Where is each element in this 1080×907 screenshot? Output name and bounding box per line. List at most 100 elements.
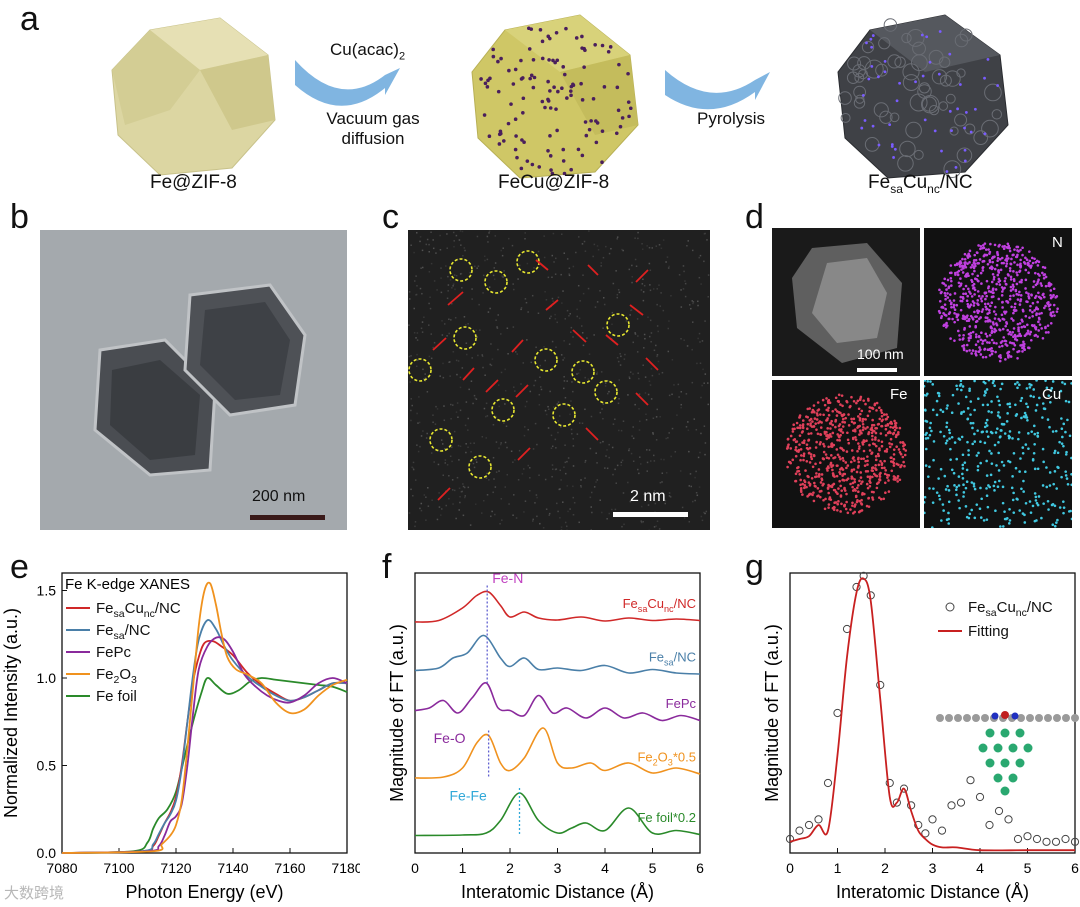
eds-signal <box>878 496 881 499</box>
eds-signal <box>961 297 965 300</box>
eds-signal <box>823 430 827 434</box>
eds-signal <box>871 438 874 441</box>
eds-signal <box>1027 292 1030 296</box>
eds-signal <box>1001 301 1004 304</box>
noise-pixel <box>621 459 624 462</box>
noise-pixel <box>638 393 641 395</box>
eds-signal <box>1029 304 1032 308</box>
eds-signal <box>845 399 848 403</box>
eds-signal <box>948 299 952 302</box>
dopant-dot <box>497 142 502 146</box>
noise-pixel <box>442 362 444 365</box>
dopant-dot <box>485 85 490 89</box>
eds-signal <box>994 509 997 513</box>
eds-signal <box>1000 429 1003 432</box>
eds-signal <box>968 387 971 391</box>
eds-signal <box>1016 273 1019 277</box>
eds-signal <box>857 447 861 450</box>
noise-pixel <box>431 499 433 501</box>
noise-pixel <box>512 283 514 285</box>
noise-pixel <box>668 394 671 397</box>
data-point <box>966 776 975 785</box>
noise-pixel <box>638 472 640 475</box>
eds-signal <box>1061 435 1064 439</box>
eds-signal <box>967 274 970 278</box>
eds-signal <box>979 516 983 519</box>
noise-pixel <box>641 243 643 245</box>
eds-signal <box>953 339 956 342</box>
carbon-atom <box>972 714 980 722</box>
noise-pixel <box>455 234 458 237</box>
eds-signal <box>963 461 967 464</box>
noise-pixel <box>690 307 692 310</box>
eds-signal <box>969 303 973 307</box>
eds-signal <box>818 472 821 476</box>
noise-pixel <box>465 443 467 445</box>
eds-signal <box>1002 464 1006 467</box>
noise-pixel <box>663 458 665 461</box>
eds-signal <box>1062 506 1066 510</box>
noise-pixel <box>440 277 442 279</box>
noise-pixel <box>703 425 706 427</box>
eds-signal <box>812 404 816 407</box>
eds-signal <box>836 502 840 506</box>
eds-signal <box>893 419 896 423</box>
eds-signal <box>967 253 971 257</box>
eds-signal <box>798 426 802 430</box>
carbon-cell <box>981 119 999 138</box>
eds-signal <box>962 495 965 498</box>
eds-signal <box>1033 326 1037 329</box>
eds-signal <box>955 262 959 266</box>
single-atom-marker <box>408 358 432 382</box>
eds-signal <box>807 481 811 484</box>
noise-pixel <box>705 510 708 513</box>
eds-signal <box>799 478 802 482</box>
noise-pixel <box>514 351 517 353</box>
noise-pixel <box>409 381 411 383</box>
eds-signal <box>1040 327 1043 330</box>
noise-pixel <box>680 391 683 393</box>
metal-dot <box>871 34 875 37</box>
eds-signal <box>867 497 870 500</box>
noise-pixel <box>654 502 657 505</box>
noise-pixel <box>445 265 447 267</box>
eds-signal <box>827 483 830 487</box>
noise-pixel <box>462 485 465 488</box>
x-tick-label: 2 <box>506 860 514 876</box>
eds-signal <box>809 453 813 456</box>
eds-signal <box>879 471 882 475</box>
noise-pixel <box>425 496 427 498</box>
data-point <box>1013 834 1023 844</box>
eds-signal <box>826 399 830 403</box>
noise-pixel <box>616 238 618 240</box>
eds-signal <box>847 441 851 445</box>
eds-signal <box>988 354 992 357</box>
noise-pixel <box>560 424 563 427</box>
noise-pixel <box>618 397 620 400</box>
eds-signal <box>981 355 985 359</box>
cluster-arrow <box>447 291 464 306</box>
eds-signal <box>1021 346 1024 350</box>
noise-pixel <box>418 421 421 424</box>
eds-signal <box>1032 280 1036 283</box>
eds-signal <box>940 519 943 522</box>
ft-series-line <box>414 682 701 722</box>
dopant-dot <box>571 82 575 87</box>
eds-signal <box>958 384 962 387</box>
eds-signal <box>1032 451 1036 455</box>
eds-signal <box>1016 386 1019 390</box>
noise-pixel <box>448 332 450 335</box>
eds-signal <box>961 314 965 318</box>
noise-pixel <box>656 303 658 306</box>
eds-signal <box>884 418 888 421</box>
noise-pixel <box>543 345 545 348</box>
eds-signal <box>977 244 980 247</box>
noise-pixel <box>650 460 652 462</box>
noise-pixel <box>659 415 661 418</box>
eds-signal <box>998 328 1002 332</box>
eds-signal <box>796 426 799 430</box>
noise-pixel <box>557 510 559 513</box>
noise-pixel <box>656 408 659 411</box>
eds-signal <box>986 403 990 407</box>
eds-signal <box>954 273 957 276</box>
